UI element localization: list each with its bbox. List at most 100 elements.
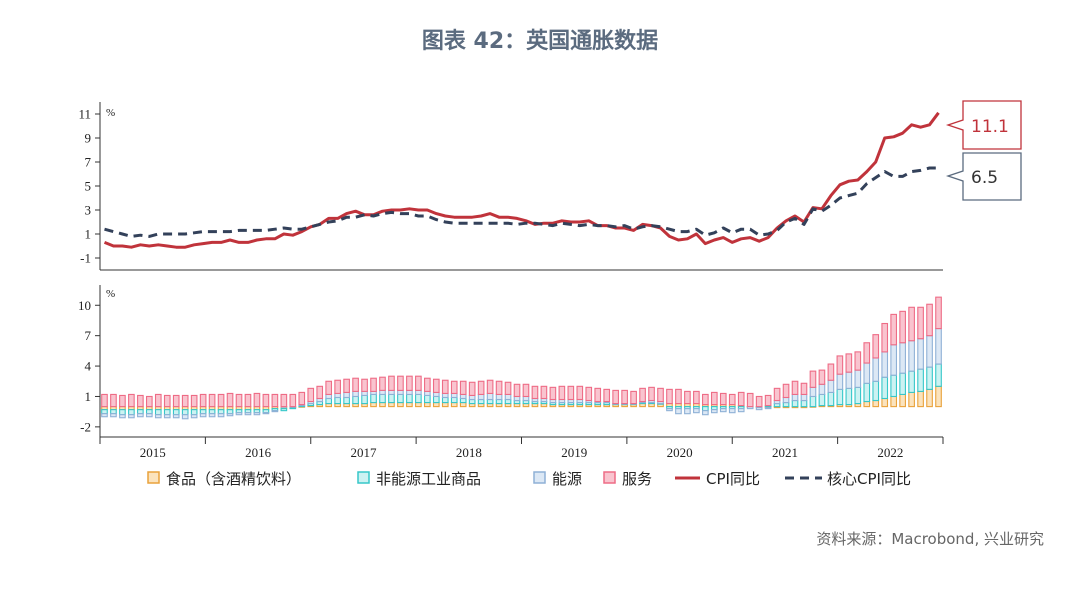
legend-label-food: 食品（含酒精饮料） xyxy=(166,470,301,488)
goods-bar xyxy=(791,399,799,408)
energy-bar xyxy=(181,414,189,420)
legend-item-cpi: CPI同比 xyxy=(675,470,760,488)
energy-bar xyxy=(917,338,924,370)
services-bar xyxy=(424,377,431,392)
energy-bar xyxy=(154,414,162,419)
x-tick-label: 2015 xyxy=(140,445,166,460)
energy-bar xyxy=(881,351,889,378)
energy-bar xyxy=(872,357,880,382)
services-bar xyxy=(926,303,933,337)
goods-bar xyxy=(137,409,144,415)
services-bar xyxy=(163,394,171,408)
food-bar xyxy=(415,401,422,408)
goods-bar xyxy=(504,398,512,405)
food-bar xyxy=(917,390,924,408)
energy-bar xyxy=(800,393,808,402)
energy-bar xyxy=(101,413,108,418)
energy-bar xyxy=(477,393,485,401)
services-bar xyxy=(890,313,898,346)
energy-bar xyxy=(863,362,871,384)
services-bar xyxy=(567,385,575,401)
goods-bar xyxy=(154,409,162,416)
goods-bar xyxy=(827,391,835,407)
services-bar xyxy=(899,310,906,344)
services-bar xyxy=(863,342,871,364)
services-bar xyxy=(702,393,709,406)
energy-bar xyxy=(172,414,180,419)
services-bar xyxy=(845,353,853,373)
services-bar xyxy=(128,393,135,408)
services-bar xyxy=(657,387,664,403)
energy-bar xyxy=(271,410,279,413)
top-y-tick-label: 7 xyxy=(85,155,92,170)
bottom-panel: -2 1 4 7 10% xyxy=(78,285,942,437)
food-bar xyxy=(863,400,871,408)
services-bar xyxy=(495,380,503,395)
energy-bar xyxy=(262,412,270,415)
services-bar xyxy=(101,393,108,408)
services-bar xyxy=(764,394,772,407)
bottom-y-tick-label: 7 xyxy=(85,328,92,343)
services-bar xyxy=(137,394,144,408)
services-bar xyxy=(603,388,611,403)
energy-bar xyxy=(684,408,691,415)
legend-item-goods: 非能源工业商品 xyxy=(357,470,481,488)
services-bar xyxy=(262,393,270,408)
goods-bar xyxy=(908,370,915,393)
food-bar xyxy=(908,391,915,408)
services-bar xyxy=(630,390,637,405)
services-bar xyxy=(576,385,584,401)
bottom-y-tick-label: 1 xyxy=(85,389,92,404)
services-bar xyxy=(379,376,386,391)
energy-bar xyxy=(899,342,906,374)
energy-bar xyxy=(468,394,476,401)
energy-bar xyxy=(791,393,799,402)
goods-bar xyxy=(450,396,458,404)
services-bar xyxy=(639,387,646,403)
energy-bar xyxy=(217,413,225,418)
goods-bar xyxy=(477,398,485,405)
energy-bar xyxy=(710,409,718,414)
x-axis: 2015 2016 2017 2018 2019 2020 2021 2022 xyxy=(99,436,944,460)
goods-bar xyxy=(782,401,790,408)
services-bar xyxy=(836,355,844,375)
food-bar xyxy=(441,401,449,408)
goods-bar xyxy=(845,387,853,406)
services-bar xyxy=(585,386,593,402)
x-tick-label: 2021 xyxy=(772,445,798,460)
food-bar xyxy=(450,401,458,408)
services-bar xyxy=(352,377,359,392)
services-bar xyxy=(253,392,261,408)
goods-bar xyxy=(181,409,189,416)
services-bar xyxy=(244,393,252,408)
services-bar xyxy=(343,378,350,393)
services-bar xyxy=(432,378,440,393)
energy-bar xyxy=(935,328,942,365)
goods-bar xyxy=(486,398,494,405)
services-bar xyxy=(612,389,619,405)
food-bar xyxy=(890,395,898,408)
services-bar xyxy=(388,375,395,391)
services-bar xyxy=(190,394,198,408)
services-bar xyxy=(719,392,727,406)
legend-item-food: 食品（含酒精饮料） xyxy=(147,470,301,488)
goods-bar xyxy=(854,386,862,405)
energy-bar xyxy=(334,392,341,399)
goods-bar xyxy=(935,363,942,387)
goods-bar xyxy=(863,382,871,403)
top-y-tick-label: 9 xyxy=(85,131,92,146)
food-bar xyxy=(424,401,431,408)
energy-bar xyxy=(926,335,933,368)
energy-bar xyxy=(522,395,530,402)
x-tick-label: 2022 xyxy=(877,445,903,460)
services-bar xyxy=(325,380,333,395)
top-unit-label: % xyxy=(106,107,115,119)
food-bar xyxy=(926,388,933,408)
energy-bar xyxy=(908,340,915,372)
food-bar xyxy=(388,401,395,408)
services-bar xyxy=(800,382,808,395)
goods-bar xyxy=(495,398,503,405)
energy-bar xyxy=(406,389,413,395)
goods-bar xyxy=(468,398,476,405)
